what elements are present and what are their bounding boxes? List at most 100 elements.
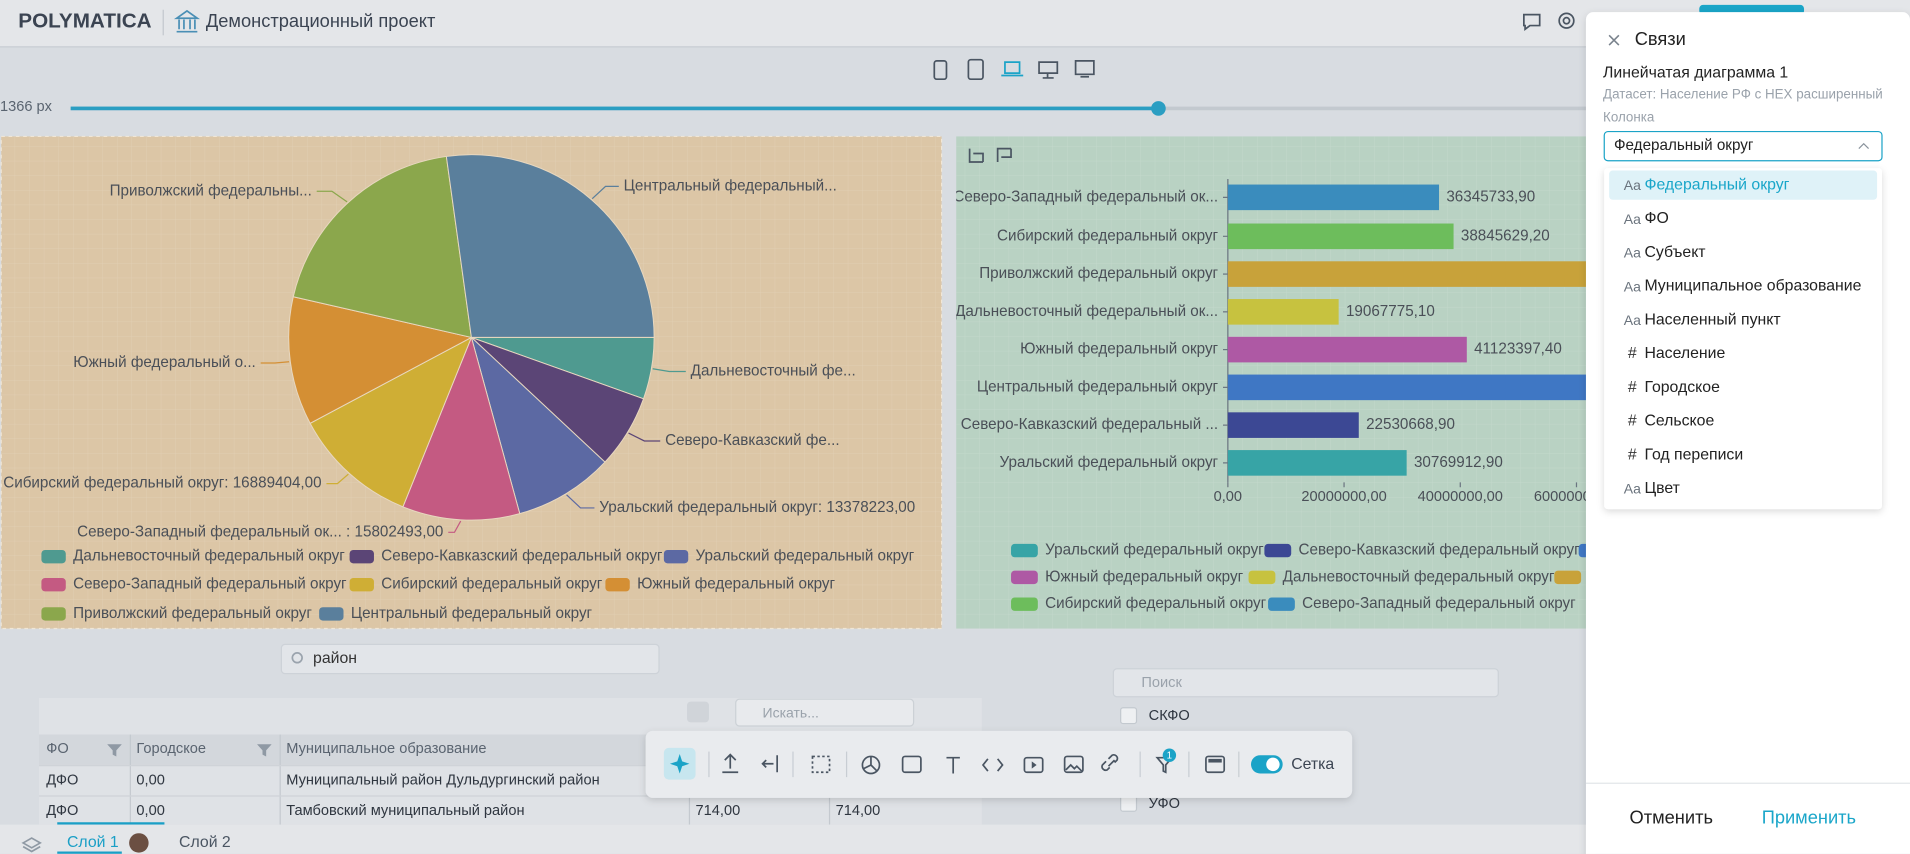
option-type: # bbox=[1628, 446, 1637, 463]
cancel-button[interactable]: Отменить bbox=[1630, 806, 1713, 827]
slice-label: Северо-Западный федеральный ок... : 1580… bbox=[77, 523, 443, 540]
legend-swatch bbox=[41, 607, 66, 621]
layer-tab[interactable]: Слой 2 bbox=[179, 834, 231, 851]
tool-code[interactable] bbox=[981, 758, 1004, 772]
slice-label: Дальневосточный фе... bbox=[691, 363, 856, 380]
device-wide[interactable] bbox=[1074, 60, 1095, 78]
tool-svg[interactable] bbox=[901, 755, 922, 774]
pie-slice[interactable] bbox=[292, 155, 472, 339]
bar[interactable] bbox=[1227, 223, 1454, 250]
project-name[interactable]: Демонстрационный проект bbox=[206, 10, 436, 31]
search-icon bbox=[291, 652, 303, 664]
slider-knob[interactable] bbox=[1151, 101, 1166, 116]
tool-video[interactable] bbox=[1023, 756, 1044, 774]
y-tick-label: Дальневосточный федеральный ок... bbox=[955, 303, 1218, 320]
pie-slice[interactable] bbox=[309, 336, 473, 508]
pie-slice[interactable] bbox=[445, 154, 655, 338]
comments-icon[interactable] bbox=[1523, 13, 1541, 31]
tool-upload[interactable] bbox=[722, 753, 739, 774]
bar[interactable] bbox=[1227, 261, 1600, 287]
layers-icon[interactable] bbox=[21, 837, 42, 853]
legend-label: Северо-Кавказский федеральный округ bbox=[381, 548, 663, 565]
legend-swatch bbox=[663, 549, 689, 564]
bar[interactable] bbox=[1227, 299, 1339, 325]
filter-search[interactable] bbox=[1112, 668, 1499, 698]
table-header: Городское bbox=[136, 741, 206, 757]
crop-icon[interactable] bbox=[968, 148, 984, 163]
dropdown bbox=[1604, 168, 1882, 510]
tool-text[interactable] bbox=[946, 756, 960, 774]
tool-frame[interactable] bbox=[811, 755, 831, 774]
bar[interactable] bbox=[1227, 184, 1440, 211]
select-chevron bbox=[1858, 142, 1870, 150]
bar[interactable] bbox=[1227, 412, 1359, 438]
legend-swatch bbox=[1011, 570, 1038, 585]
pie-slice[interactable] bbox=[470, 335, 606, 515]
tool-layout[interactable] bbox=[1205, 755, 1226, 774]
search-box[interactable] bbox=[280, 643, 660, 675]
slider-fill bbox=[70, 106, 1159, 111]
layer-tab[interactable]: Слой 1 bbox=[67, 834, 119, 851]
legend-swatch bbox=[319, 607, 344, 621]
x-tick-label: 40000000,00 bbox=[1418, 489, 1503, 505]
device-tablet[interactable] bbox=[967, 58, 984, 81]
tool-image[interactable] bbox=[1063, 755, 1084, 774]
bar-chart: 0,00 20000000,00 40000000,00 60000000,00 Сев… bbox=[953, 179, 1704, 612]
table-header: Муниципальное образование bbox=[286, 741, 486, 757]
value-label: 19067775,10 bbox=[1346, 303, 1435, 320]
bar[interactable] bbox=[1227, 336, 1467, 363]
tool-link[interactable] bbox=[1101, 754, 1119, 772]
legend-label: Центральный федеральный округ bbox=[351, 605, 593, 622]
value-label: 30769912,90 bbox=[1414, 454, 1503, 471]
legend-swatch bbox=[349, 549, 374, 564]
bar[interactable] bbox=[1227, 374, 1704, 401]
tool-align[interactable] bbox=[761, 755, 779, 773]
filter-list: СКФО УФО bbox=[1120, 707, 1190, 812]
value-label: 36345733,90 bbox=[1446, 188, 1535, 205]
column-filter[interactable] bbox=[107, 744, 122, 757]
project-icon bbox=[173, 9, 201, 33]
crop-icon[interactable] bbox=[996, 147, 1012, 163]
option-type: # bbox=[1628, 413, 1637, 430]
column-select[interactable] bbox=[1603, 130, 1883, 162]
close-button[interactable] bbox=[1608, 34, 1620, 46]
legend-swatch bbox=[605, 577, 630, 592]
legend-swatch bbox=[1011, 543, 1038, 558]
column-filter[interactable] bbox=[257, 744, 272, 757]
pie-slice[interactable] bbox=[402, 335, 521, 521]
tool-image-icon bbox=[1065, 763, 1083, 772]
option-type: Aa bbox=[1624, 481, 1641, 497]
legend-label: Южный федеральный округ bbox=[1045, 568, 1243, 585]
logo[interactable]: POLYMATICA bbox=[18, 9, 151, 32]
option-name: Цвет bbox=[1644, 480, 1679, 497]
apply-button[interactable]: Применить bbox=[1762, 806, 1856, 827]
table-copy-button[interactable] bbox=[687, 701, 709, 723]
legend-swatch bbox=[1554, 570, 1582, 585]
y-tick-label: Северо-Западный федеральный ок... bbox=[953, 188, 1218, 205]
legend-swatch bbox=[1011, 597, 1038, 611]
checkbox[interactable] bbox=[1120, 707, 1138, 725]
legend-swatch bbox=[41, 549, 66, 564]
legend-label: Сибирский федеральный округ bbox=[381, 576, 602, 593]
option-type: Aa bbox=[1624, 245, 1641, 261]
widget-toolbar bbox=[645, 730, 1353, 798]
device-laptop[interactable] bbox=[1001, 61, 1024, 77]
pie-slice[interactable] bbox=[288, 296, 473, 425]
option-highlight bbox=[1609, 170, 1878, 200]
tool-ai-icon bbox=[669, 754, 690, 774]
table-search[interactable] bbox=[735, 698, 915, 727]
legend-label: Северо-Кавказский федеральный округ bbox=[1299, 542, 1581, 559]
legend-swatch bbox=[1248, 570, 1276, 585]
tool-layout-icon bbox=[1208, 758, 1222, 763]
device-phone[interactable] bbox=[933, 60, 948, 81]
device-desktop[interactable] bbox=[1038, 61, 1059, 79]
settings-icon[interactable] bbox=[1558, 12, 1575, 29]
option-name: Федеральный округ bbox=[1644, 176, 1789, 193]
bar[interactable] bbox=[1227, 450, 1407, 476]
legend-swatch bbox=[41, 577, 66, 592]
grid-toggle-label[interactable]: Сетка bbox=[1291, 756, 1334, 773]
table-cell: 714,00 bbox=[696, 803, 741, 819]
search-value[interactable]: район bbox=[313, 650, 357, 667]
option-name: ФО bbox=[1644, 210, 1668, 227]
option-name: Население bbox=[1644, 345, 1725, 362]
